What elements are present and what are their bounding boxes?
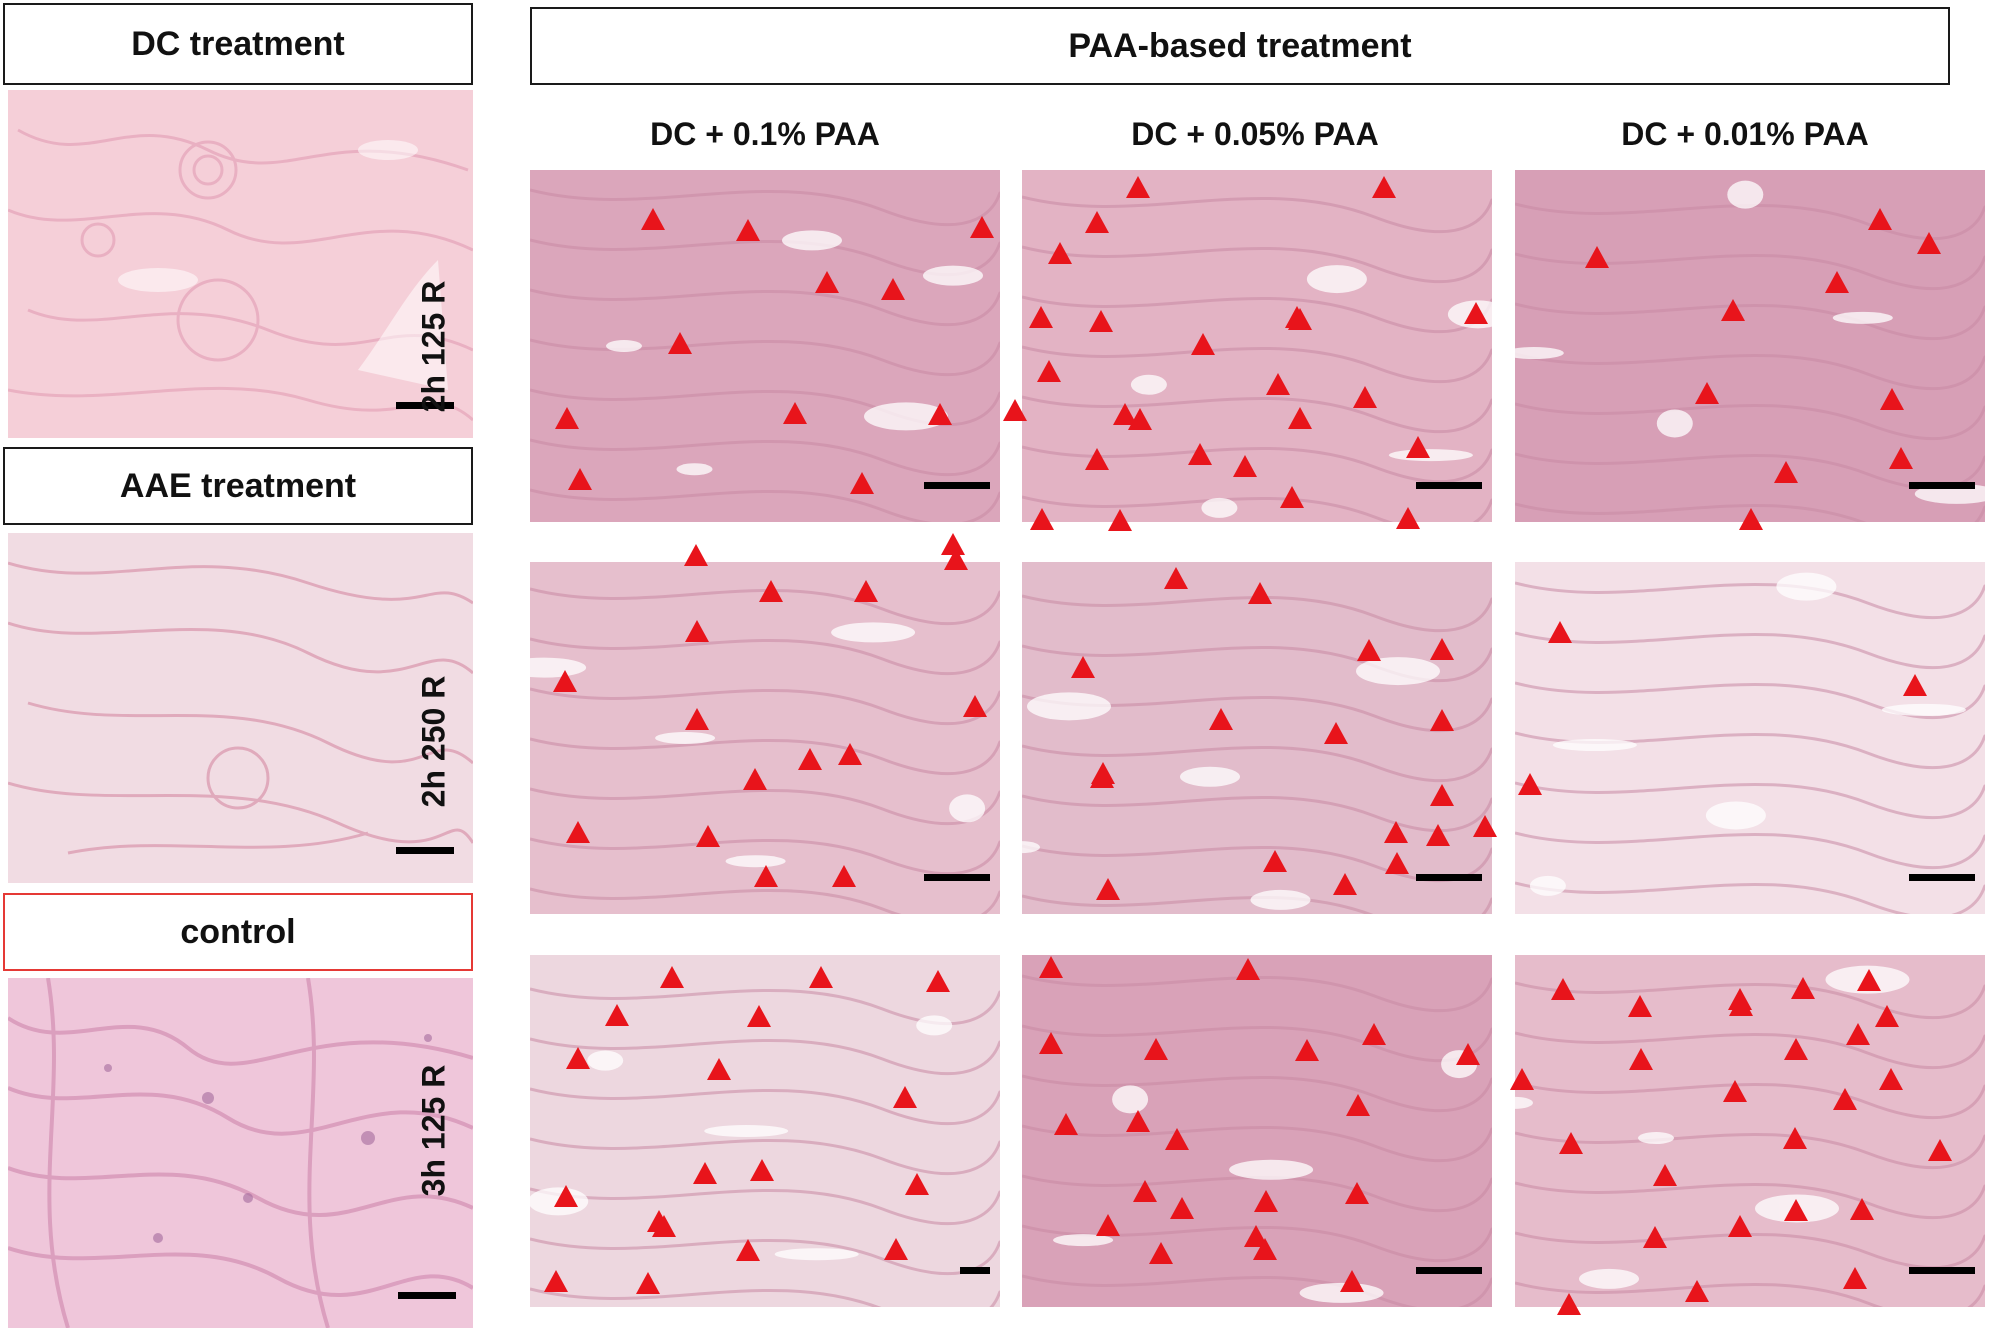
dc-treatment-label: DC treatment — [131, 24, 345, 63]
control-label: control — [180, 912, 296, 951]
aae-treatment-label-box: AAE treatment — [3, 447, 473, 525]
column-header-0.1pct: DC + 0.1% PAA — [650, 116, 880, 152]
micrograph-3h-125r-0.01pct — [1515, 955, 1985, 1307]
scale-bar — [1416, 1267, 1482, 1274]
control-scale-bar — [398, 1292, 456, 1299]
scale-bar — [1416, 874, 1482, 881]
paa-header-label: PAA-based treatment — [1068, 26, 1412, 65]
scale-bar — [1909, 1267, 1975, 1274]
micrograph-2h-125r-0.1pct — [530, 170, 1000, 522]
control-micrograph-texture — [8, 978, 473, 1328]
row-header-2h-250r: 2h 250 R — [415, 675, 452, 808]
micrograph-texture — [1515, 562, 1985, 914]
control-label-box: control — [3, 893, 473, 971]
micrograph-3h-125r-0.1pct — [530, 955, 1000, 1307]
scale-bar — [1909, 482, 1975, 489]
column-header-0.05pct: DC + 0.05% PAA — [1131, 116, 1379, 152]
row-header-3h-125r: 3h 125 R — [415, 1064, 452, 1197]
micrograph-2h-250r-0.01pct — [1515, 562, 1985, 914]
micrograph-texture — [1022, 170, 1492, 522]
red-arrowhead-marker — [941, 533, 965, 555]
dc-treatment-micrograph — [8, 90, 473, 438]
dc-micrograph-texture — [8, 90, 473, 438]
paa-header-box: PAA-based treatment — [530, 7, 1950, 85]
control-micrograph — [8, 978, 473, 1328]
scale-bar — [960, 1267, 990, 1274]
row-header-2h-125r: 2h 125 R — [415, 280, 452, 413]
micrograph-texture — [1022, 955, 1492, 1307]
micrograph-2h-125r-0.05pct — [1022, 170, 1492, 522]
aae-treatment-micrograph — [8, 533, 473, 883]
scale-bar — [924, 874, 990, 881]
aae-treatment-label: AAE treatment — [119, 466, 357, 505]
micrograph-texture — [1515, 955, 1985, 1307]
micrograph-3h-125r-0.05pct — [1022, 955, 1492, 1307]
micrograph-2h-250r-0.05pct — [1022, 562, 1492, 914]
scale-bar — [1909, 874, 1975, 881]
dc-scale-bar — [396, 402, 454, 409]
column-header-0.01pct: DC + 0.01% PAA — [1621, 116, 1869, 152]
micrograph-2h-125r-0.01pct — [1515, 170, 1985, 522]
micrograph-2h-250r-0.1pct — [530, 562, 1000, 914]
micrograph-texture — [530, 562, 1000, 914]
micrograph-texture — [1022, 562, 1492, 914]
aae-scale-bar — [396, 847, 454, 854]
dc-treatment-label-box: DC treatment — [3, 3, 473, 85]
micrograph-texture — [1515, 170, 1985, 522]
scale-bar — [1416, 482, 1482, 489]
micrograph-texture — [530, 955, 1000, 1307]
micrograph-texture — [530, 170, 1000, 522]
aae-micrograph-texture — [8, 533, 473, 883]
scale-bar — [924, 482, 990, 489]
